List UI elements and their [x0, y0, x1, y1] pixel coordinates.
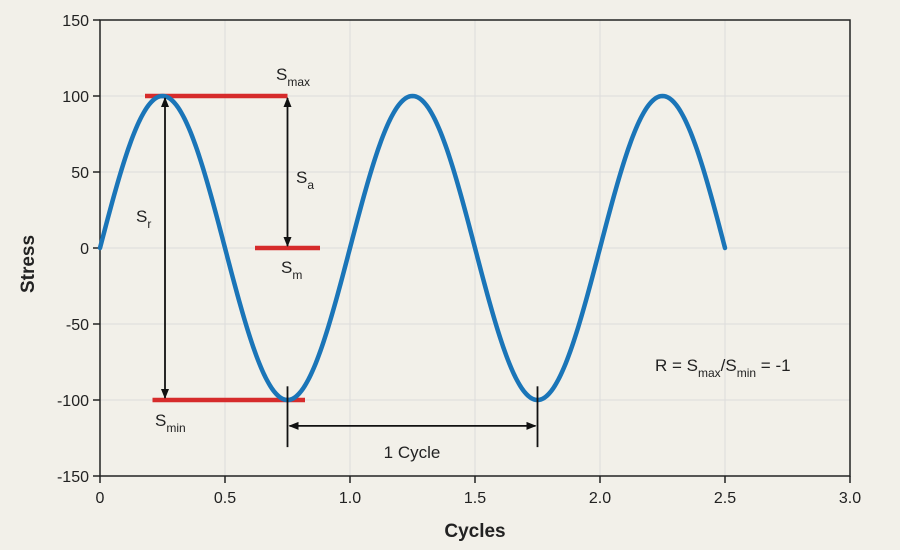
y-tick-label: 150	[62, 13, 89, 30]
sa-label: Sa	[296, 168, 314, 192]
y-tick-label: 100	[62, 89, 89, 106]
x-tick-label: 1.5	[464, 490, 486, 507]
y-tick-label: -150	[57, 469, 89, 486]
smax-label: Smax	[276, 65, 310, 89]
smin-label: Smin	[155, 411, 186, 435]
x-tick-label: 2.0	[589, 490, 611, 507]
sr-label: Sr	[136, 207, 151, 231]
stress-series-line	[97, 93, 728, 403]
axis-ticks: 0 0.5 1.0 1.5 2.0 2.5 3.0 150 100 50 0 -50 -100 -150	[57, 13, 861, 507]
y-tick-label: -100	[57, 393, 89, 410]
sm-label: Sm	[281, 258, 302, 282]
dimension-arrows	[161, 97, 539, 448]
x-tick-label: 0	[96, 490, 105, 507]
one-cycle-label: 1 Cycle	[384, 443, 441, 462]
x-tick-label: 1.0	[339, 490, 361, 507]
y-tick-label: -50	[66, 317, 89, 334]
y-axis-title: Stress	[18, 235, 39, 293]
y-tick-label: 50	[71, 165, 89, 182]
stress-ratio-label: R = Smax/Smin = -1	[655, 356, 791, 380]
x-axis-title: Cycles	[444, 521, 505, 542]
x-tick-label: 3.0	[839, 490, 861, 507]
y-tick-label: 0	[80, 241, 89, 258]
x-tick-label: 2.5	[714, 490, 736, 507]
x-tick-label: 0.5	[214, 490, 236, 507]
